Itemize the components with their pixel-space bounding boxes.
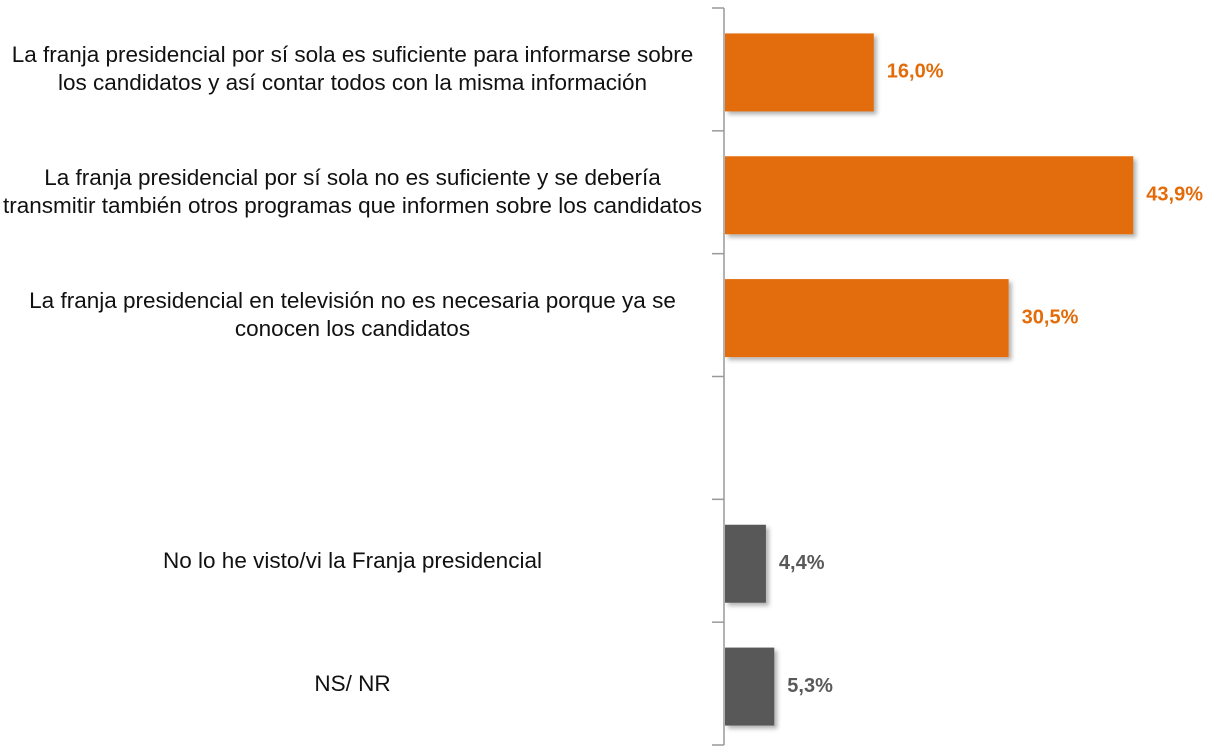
bar (725, 524, 766, 603)
bar (725, 647, 775, 726)
category-label: La franja presidencial en televisión no … (29, 288, 676, 342)
bar (725, 279, 1009, 358)
category-label: NS/ NR (314, 670, 391, 696)
value-label: 5,3% (787, 675, 833, 697)
bar (725, 33, 874, 112)
value-label: 16,0% (887, 61, 944, 83)
category-label: No lo he visto/vi la Franja presidencial (163, 547, 542, 573)
value-label: 4,4% (779, 552, 825, 574)
bar (725, 156, 1134, 235)
value-label: 30,5% (1022, 306, 1079, 328)
value-label: 43,9% (1146, 184, 1203, 206)
category-label: La franja presidencial por sí sola es su… (11, 42, 694, 96)
category-label: La franja presidencial por sí sola no es… (2, 165, 703, 219)
